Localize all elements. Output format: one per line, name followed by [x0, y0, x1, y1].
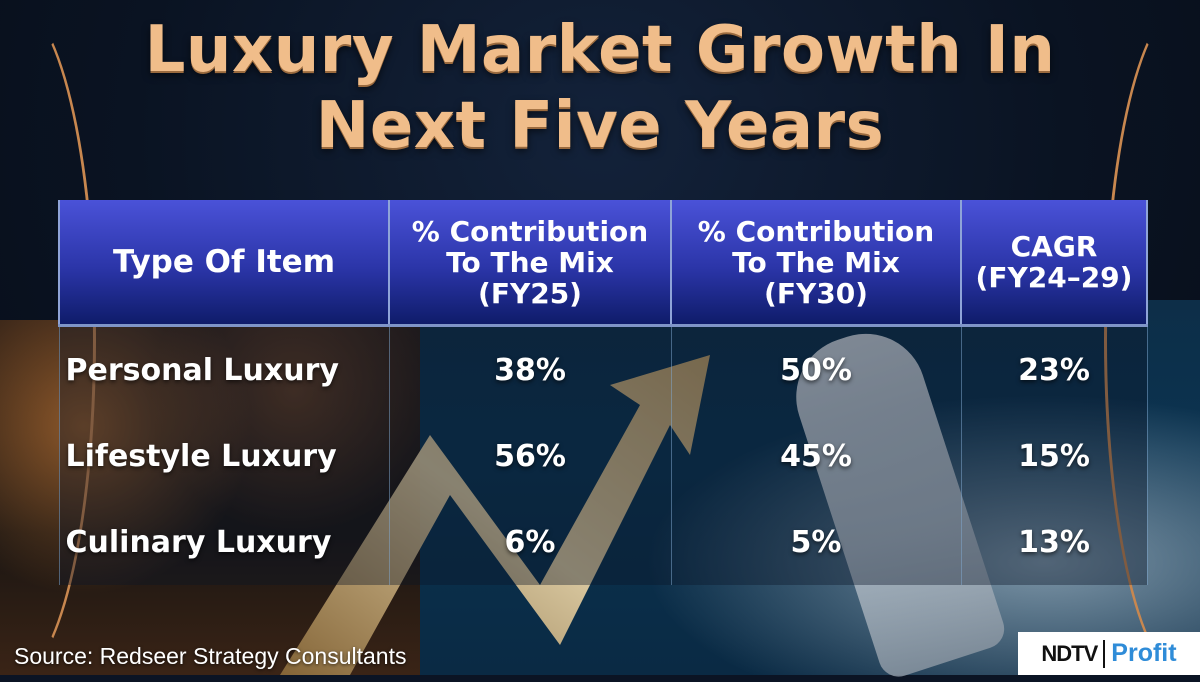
profit-wordmark: Profit: [1111, 639, 1177, 667]
header-line: (FY24–29): [975, 261, 1133, 294]
cell-cagr: 23%: [960, 325, 1148, 413]
header-line: To The Mix: [446, 245, 614, 279]
header-line: To The Mix: [732, 245, 900, 279]
header-line: CAGR: [1010, 230, 1098, 263]
header-contribution-fy30: % Contribution To The Mix (FY30): [670, 200, 962, 327]
table-row: Personal Luxury 38% 50% 23%: [58, 325, 1148, 413]
cell-fy25: 56%: [388, 413, 672, 499]
title-line-1: Luxury Market Growth In: [144, 13, 1056, 87]
header-line: % Contribution: [697, 214, 935, 248]
cell-type: Culinary Luxury: [58, 499, 390, 585]
table-header-row: Type Of Item % Contribution To The Mix (…: [58, 200, 1148, 327]
header-type-of-item: Type Of Item: [58, 200, 390, 327]
cell-type: Lifestyle Luxury: [58, 413, 390, 499]
header-line: Type Of Item: [113, 243, 335, 280]
cell-cagr: 15%: [960, 413, 1148, 499]
table-row: Culinary Luxury 6% 5% 13%: [58, 499, 1148, 585]
header-contribution-fy25: % Contribution To The Mix (FY25): [388, 200, 672, 327]
header-line: (FY30): [764, 276, 868, 310]
source-caption: Source: Redseer Strategy Consultants: [14, 643, 407, 669]
ndtv-profit-logo: NDTV Profit: [1018, 632, 1200, 675]
title-line-2: Next Five Years: [315, 89, 885, 163]
header-line: % Contribution: [411, 214, 649, 248]
cell-type: Personal Luxury: [58, 325, 390, 413]
cell-fy25: 6%: [388, 499, 672, 585]
growth-arrow-icon: [280, 355, 710, 675]
cell-fy30: 50%: [670, 325, 962, 413]
ndtv-wordmark: NDTV: [1041, 640, 1098, 666]
header-line: (FY25): [478, 276, 582, 310]
cell-cagr: 13%: [960, 499, 1148, 585]
luxury-growth-table: Type Of Item % Contribution To The Mix (…: [58, 200, 1148, 585]
page-title: Luxury Market Growth In Next Five Years: [0, 12, 1200, 164]
cell-fy30: 45%: [670, 413, 962, 499]
cell-fy30: 5%: [670, 499, 962, 585]
logo-divider: [1103, 639, 1106, 668]
header-cagr: CAGR (FY24–29): [960, 200, 1148, 327]
cell-fy25: 38%: [388, 325, 672, 413]
table-row: Lifestyle Luxury 56% 45% 15%: [58, 413, 1148, 499]
